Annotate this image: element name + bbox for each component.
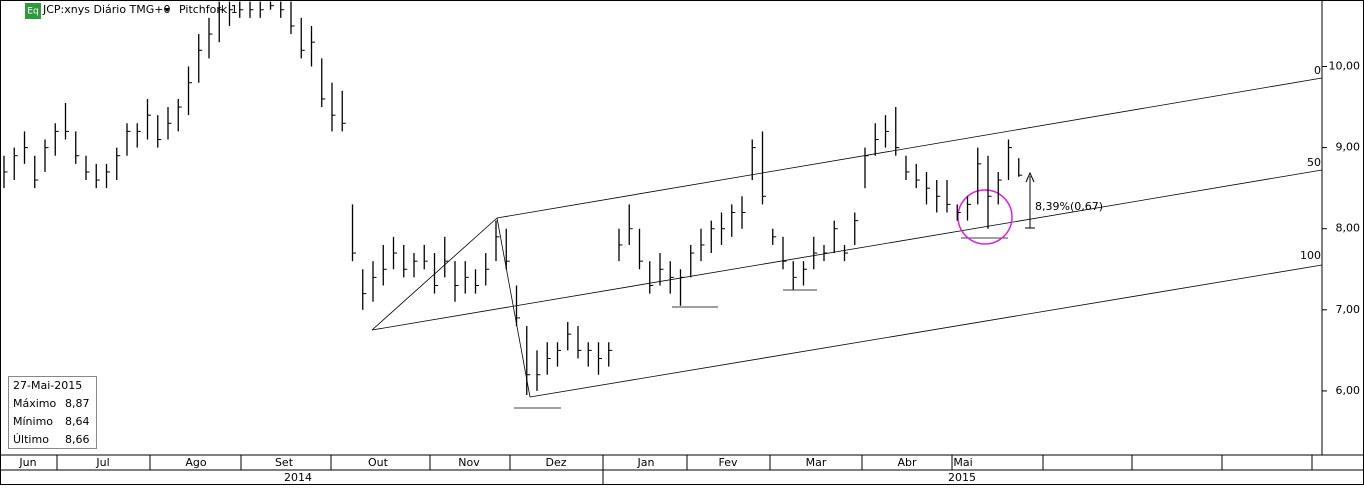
- month-label: Set: [275, 456, 294, 469]
- info-value: 8,87: [65, 397, 90, 410]
- year-label: 2015: [948, 471, 976, 484]
- info-label: Máximo: [13, 397, 57, 410]
- dropdown-icon: [164, 8, 170, 12]
- info-date: 27-Mai-2015: [13, 379, 82, 392]
- pitchfork-median: [371, 169, 1323, 331]
- y-tick-label: 10,00: [1329, 60, 1361, 73]
- pitchfork-level: 100: [1300, 249, 1321, 262]
- badge-text: Eq: [27, 7, 38, 17]
- month-label: Fev: [718, 456, 737, 469]
- info-box: [8, 376, 97, 449]
- y-tick-label: 8,00: [1336, 222, 1361, 235]
- month-label: Ago: [185, 456, 207, 469]
- month-label: Jun: [18, 456, 36, 469]
- info-value: 8,66: [65, 433, 90, 446]
- pitchfork-level: 50: [1307, 156, 1321, 169]
- annotation: 8,39%(0,67): [1035, 200, 1103, 213]
- month-label: Mai: [953, 456, 972, 469]
- y-tick-label: 9,00: [1336, 141, 1361, 154]
- pitchfork-lower: [529, 264, 1323, 398]
- month-label: Jul: [95, 456, 109, 469]
- y-tick-label: 7,00: [1336, 303, 1361, 316]
- pitchfork-base: [496, 217, 531, 398]
- pitchfork-level: 0: [1314, 64, 1321, 77]
- highlight-circle: [957, 189, 1013, 245]
- month-label: Jan: [637, 456, 655, 469]
- info-label: Mínimo: [13, 415, 53, 428]
- badge: [25, 3, 41, 19]
- info-label: Último: [13, 433, 49, 446]
- title: JCP:xnys Diário TMG+0: [42, 3, 171, 16]
- month-label: Nov: [458, 456, 480, 469]
- year-label: 2014: [284, 471, 312, 484]
- month-label: Mar: [806, 456, 827, 469]
- pitchfork-upper: [496, 77, 1323, 219]
- month-label: Out: [368, 456, 389, 469]
- month-label: Dez: [545, 456, 566, 469]
- info-value: 8,64: [65, 415, 90, 428]
- y-tick-label: 6,00: [1336, 384, 1361, 397]
- pitchfork: [371, 77, 1323, 409]
- month-label: Abr: [897, 456, 917, 469]
- arrow-head: [1025, 171, 1035, 183]
- study-label: Pitchfork 1: [179, 3, 238, 16]
